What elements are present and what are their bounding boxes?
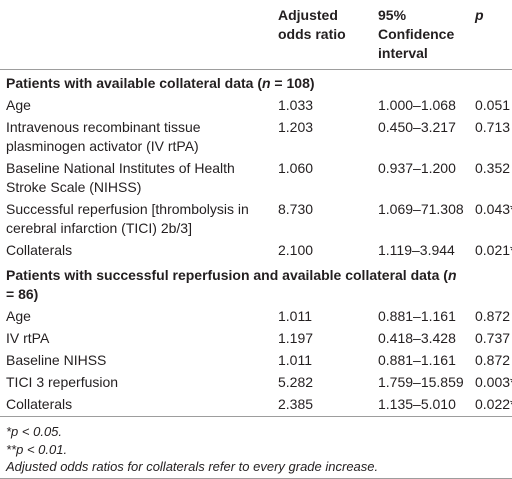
data-row: Collaterals 2.100 1.119–3.944 0.021* [0, 240, 512, 262]
row-label: Collaterals [6, 242, 73, 258]
data-row: TICI 3 reperfusion 5.282 1.759–15.859 0.003… [0, 372, 512, 394]
cell: 0.043* [475, 201, 512, 217]
header-cell [0, 0, 272, 70]
header-line: Confidence [378, 26, 455, 42]
data-row: Age 1.033 1.000–1.068 0.051 [0, 95, 512, 117]
header-line: odds ratio [278, 26, 346, 42]
footnote: Adjusted odds ratios for collaterals ref… [6, 459, 379, 474]
cell: 0.872 [475, 308, 511, 324]
cell: 1.069–71.308 [378, 201, 464, 217]
title-variable: n [447, 267, 457, 283]
cell: 2.385 [278, 396, 314, 412]
cell: 0.021* [475, 242, 512, 258]
cell: 1.000–1.068 [378, 97, 456, 113]
footnote: *p < 0.05. [6, 424, 63, 439]
header-cell: p [469, 0, 512, 70]
table-header: Adjusted odds ratio 95% Confidence interval p [0, 0, 512, 70]
cell: 8.730 [278, 201, 314, 217]
cell: 0.881–1.161 [378, 352, 456, 368]
data-row: Collaterals 2.385 1.135–5.010 0.022* [0, 394, 512, 417]
title-text: = 108) [270, 75, 315, 91]
title-text: = 86) [6, 286, 39, 302]
data-row: Intravenous recombinant tissue plasminog… [0, 117, 512, 158]
row-label: Baseline National Institutes of Health S… [6, 160, 235, 195]
row-label: Age [6, 97, 31, 113]
section-title-row: Patients with successful reperfusion and… [0, 262, 512, 306]
section-title: Patients with available collateral data … [0, 70, 469, 96]
cell: 0.022* [475, 396, 512, 412]
cell: 1.759–15.859 [378, 374, 464, 390]
cell: 1.011 [278, 308, 312, 324]
footnotes: *p < 0.05. **p < 0.01. Adjusted odds ratio… [0, 417, 512, 479]
data-row: Age 1.011 0.881–1.161 0.872 [0, 306, 512, 328]
cell: 5.282 [278, 374, 314, 390]
header-cell: 95% Confidence interval [372, 0, 469, 70]
header-cell: Adjusted odds ratio [272, 0, 372, 70]
row-label: Age [6, 308, 31, 324]
section: Patients with available collateral data … [0, 70, 512, 263]
cell: 1.011 [278, 352, 312, 368]
data-row: Successful reperfusion [thrombolysis in … [0, 199, 512, 240]
section-title: Patients with successful reperfusion and… [0, 262, 469, 306]
row-label: Successful reperfusion [thrombolysis in … [6, 201, 249, 236]
title-text: Patients with successful reperfusion and… [6, 267, 448, 283]
cell: 0.881–1.161 [378, 308, 456, 324]
header-line: Adjusted [278, 7, 338, 23]
empty-cell [469, 262, 512, 306]
cell: 0.352 [475, 160, 511, 176]
cell: 1.135–5.010 [378, 396, 456, 412]
cell: 0.051 [475, 97, 511, 113]
cell: 2.100 [278, 242, 314, 258]
results-table: Adjusted odds ratio 95% Confidence interval p… [0, 0, 512, 417]
cell: 0.737 [475, 330, 511, 346]
cell: 1.203 [278, 119, 314, 135]
header-line: p [475, 7, 484, 23]
row-label: Collaterals [6, 396, 73, 412]
row-label: Intravenous recombinant tissue plasminog… [6, 119, 201, 154]
footnote: **p < 0.01. [6, 441, 68, 457]
cell: 0.713 [475, 119, 511, 135]
header-line: 95% [378, 7, 407, 23]
data-row: Baseline National Institutes of Health S… [0, 158, 512, 199]
cell: 0.937–1.200 [378, 160, 456, 176]
cell: 1.033 [278, 97, 314, 113]
header-line: interval [378, 45, 428, 61]
title-variable: n [261, 75, 271, 91]
cell: 0.872 [475, 352, 511, 368]
cell: 0.450–3.217 [378, 119, 456, 135]
row-label: Baseline NIHSS [6, 352, 107, 368]
data-row: IV rtPA 1.197 0.418–3.428 0.737 [0, 328, 512, 350]
data-row: Baseline NIHSS 1.011 0.881–1.161 0.872 [0, 350, 512, 372]
empty-cell [469, 70, 512, 96]
cell: 1.119–3.944 [378, 242, 455, 258]
cell: 0.003** [475, 374, 512, 390]
section-title-row: Patients with available collateral data … [0, 70, 512, 96]
cell: 1.197 [278, 330, 314, 346]
title-text: Patients with available collateral data … [6, 75, 262, 91]
cell: 1.060 [278, 160, 314, 176]
section: Patients with successful reperfusion and… [0, 262, 512, 417]
row-label: TICI 3 reperfusion [6, 374, 119, 390]
row-label: IV rtPA [6, 330, 50, 346]
header-row: Adjusted odds ratio 95% Confidence interval p [0, 0, 512, 70]
cell: 0.418–3.428 [378, 330, 456, 346]
